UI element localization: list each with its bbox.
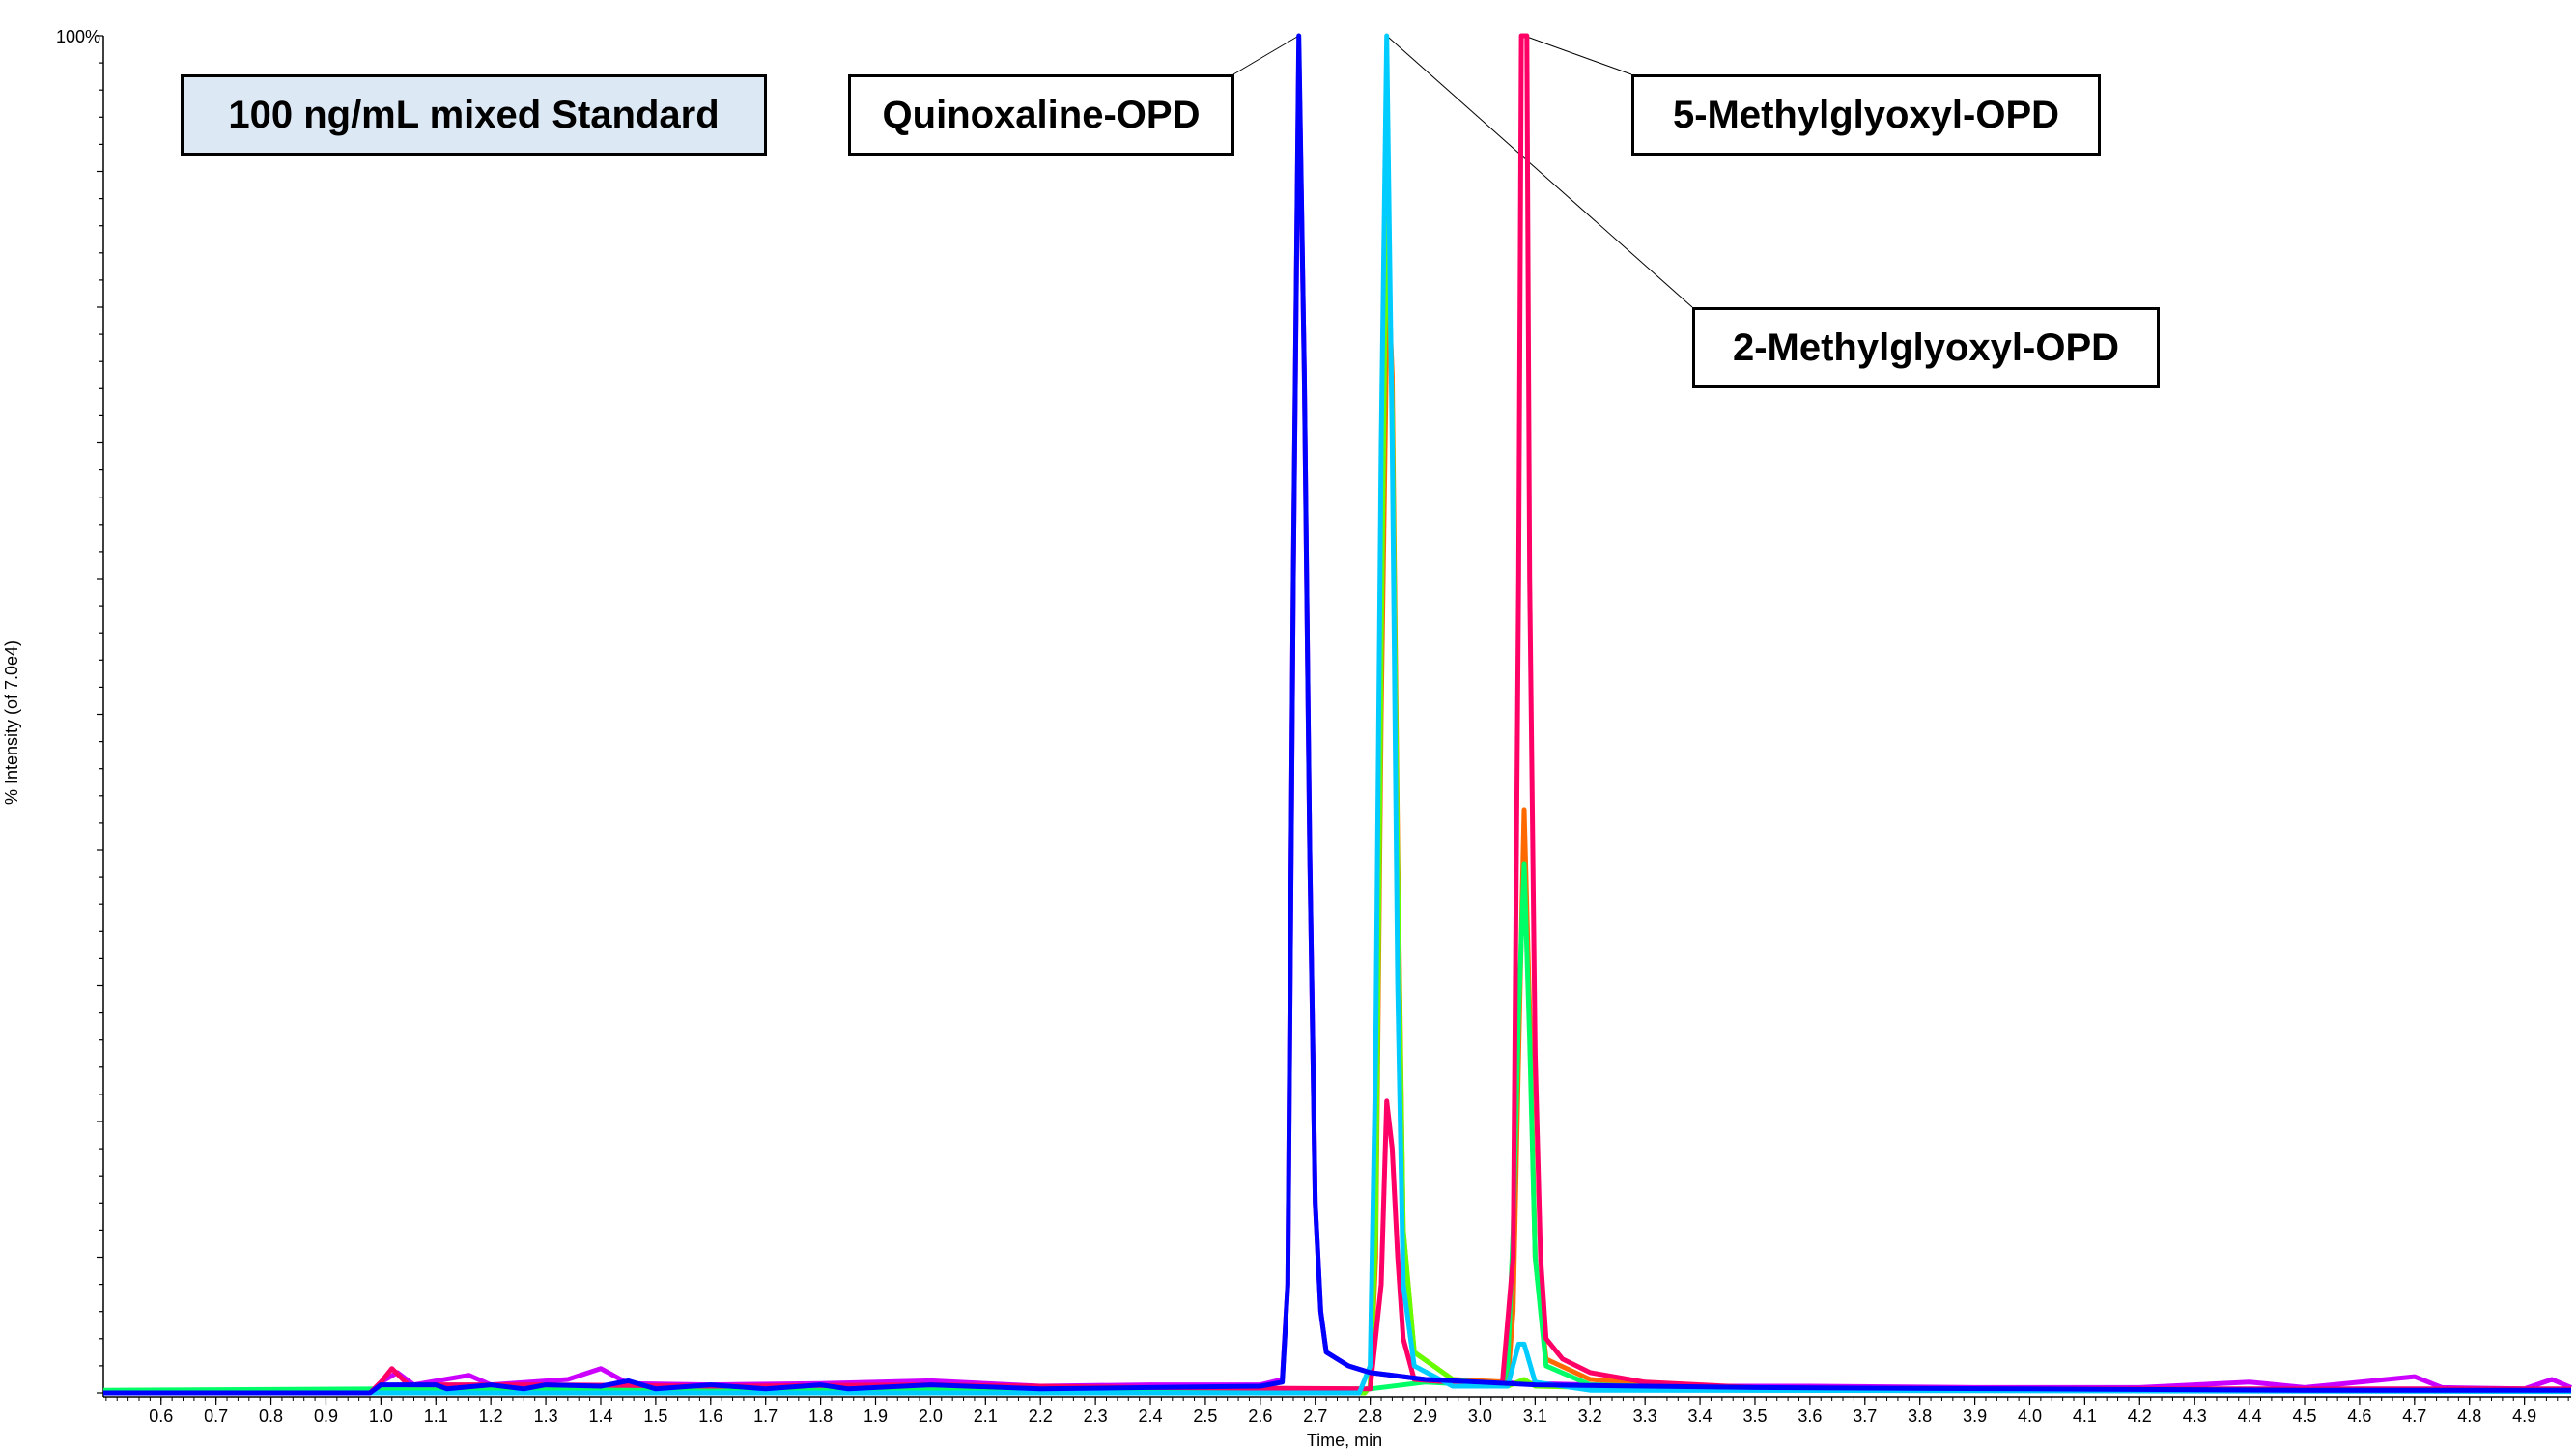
series-blue bbox=[103, 33, 2571, 1396]
x-tick-label: 0.6 bbox=[149, 1406, 173, 1426]
x-tick-label: 2.5 bbox=[1193, 1406, 1217, 1426]
x-tick-label: 1.7 bbox=[753, 1406, 778, 1426]
x-tick-label: 4.4 bbox=[2238, 1406, 2262, 1426]
x-tick-label: 4.8 bbox=[2457, 1406, 2481, 1426]
annotation-leader-line bbox=[1386, 35, 1693, 308]
x-tick-label: 4.0 bbox=[2018, 1406, 2042, 1426]
y-top-tick-label: 100% bbox=[56, 27, 100, 46]
x-tick-label: 2.1 bbox=[974, 1406, 998, 1426]
x-tick-label: 4.3 bbox=[2183, 1406, 2207, 1426]
annotation-5-methylglyoxyl-opd: 5-Methylglyoxyl-OPD bbox=[1631, 74, 2101, 156]
x-tick-label: 4.6 bbox=[2347, 1406, 2371, 1426]
x-tick-label: 2.7 bbox=[1303, 1406, 1327, 1426]
series-yellow-green bbox=[103, 169, 2572, 1396]
x-tick-label: 3.5 bbox=[1742, 1406, 1767, 1426]
annotation-leader-line bbox=[1523, 35, 1632, 75]
x-tick-label: 3.3 bbox=[1633, 1406, 1657, 1426]
x-tick-label: 0.8 bbox=[259, 1406, 283, 1426]
x-tick-label: 1.8 bbox=[808, 1406, 833, 1426]
x-tick-label: 3.2 bbox=[1578, 1406, 1602, 1426]
title-box: 100 ng/mL mixed Standard bbox=[181, 74, 767, 156]
x-axis-label: Time, min bbox=[1307, 1431, 1382, 1449]
x-tick-label: 3.0 bbox=[1468, 1406, 1492, 1426]
x-tick-label: 3.7 bbox=[1853, 1406, 1877, 1426]
x-tick-label: 1.2 bbox=[479, 1406, 503, 1426]
x-tick-label: 0.7 bbox=[204, 1406, 228, 1426]
y-axis-label: % Intensity (of 7.0e4) bbox=[2, 640, 21, 805]
x-tick-label: 2.8 bbox=[1358, 1406, 1382, 1426]
x-tick-label: 3.8 bbox=[1908, 1406, 1932, 1426]
x-tick-label: 4.2 bbox=[2128, 1406, 2152, 1426]
x-tick-label: 1.6 bbox=[698, 1406, 722, 1426]
x-tick-label: 4.1 bbox=[2073, 1406, 2097, 1426]
x-tick-label: 3.6 bbox=[1798, 1406, 1822, 1426]
annotation-quinoxaline-opd: Quinoxaline-OPD bbox=[848, 74, 1234, 156]
x-tick-label: 3.1 bbox=[1523, 1406, 1547, 1426]
x-tick-label: 4.5 bbox=[2292, 1406, 2316, 1426]
x-tick-label: 3.4 bbox=[1688, 1406, 1713, 1426]
series-cyan bbox=[103, 33, 2572, 1396]
series-group bbox=[102, 33, 2572, 1396]
annotation-2-methylglyoxyl-opd: 2-Methylglyoxyl-OPD bbox=[1692, 307, 2160, 388]
x-tick-label: 1.5 bbox=[643, 1406, 667, 1426]
x-tick-label: 2.6 bbox=[1248, 1406, 1272, 1426]
x-tick-label: 3.9 bbox=[1963, 1406, 1987, 1426]
x-tick-label: 2.0 bbox=[919, 1406, 943, 1426]
x-tick-label: 1.0 bbox=[369, 1406, 393, 1426]
x-tick-label: 2.9 bbox=[1413, 1406, 1437, 1426]
series-red bbox=[103, 33, 2571, 1396]
x-tick-label: 0.9 bbox=[314, 1406, 338, 1426]
x-tick-label: 1.3 bbox=[534, 1406, 558, 1426]
axes: 0.6 0.7 0.8 0.9 1.0 1.1 1.2 1.3 1.4 1.5 1.6 1.7 1.8 1… bbox=[97, 35, 2571, 1426]
x-tick-label: 1.4 bbox=[588, 1406, 612, 1426]
x-tick-label: 1.9 bbox=[863, 1406, 888, 1426]
series-magenta bbox=[103, 46, 2572, 1396]
series-green bbox=[102, 861, 2572, 1393]
x-tick-label: 2.2 bbox=[1029, 1406, 1053, 1426]
x-tick-label: 2.4 bbox=[1139, 1406, 1163, 1426]
x-tick-label: 4.9 bbox=[2512, 1406, 2536, 1426]
x-tick-label: 1.1 bbox=[424, 1406, 448, 1426]
annotation-leader-line bbox=[1232, 35, 1299, 75]
series-orange bbox=[103, 304, 2571, 1396]
annotation-leader-lines bbox=[1232, 35, 1693, 308]
x-tick-label: 2.3 bbox=[1084, 1406, 1108, 1426]
x-tick-label: 4.7 bbox=[2402, 1406, 2426, 1426]
